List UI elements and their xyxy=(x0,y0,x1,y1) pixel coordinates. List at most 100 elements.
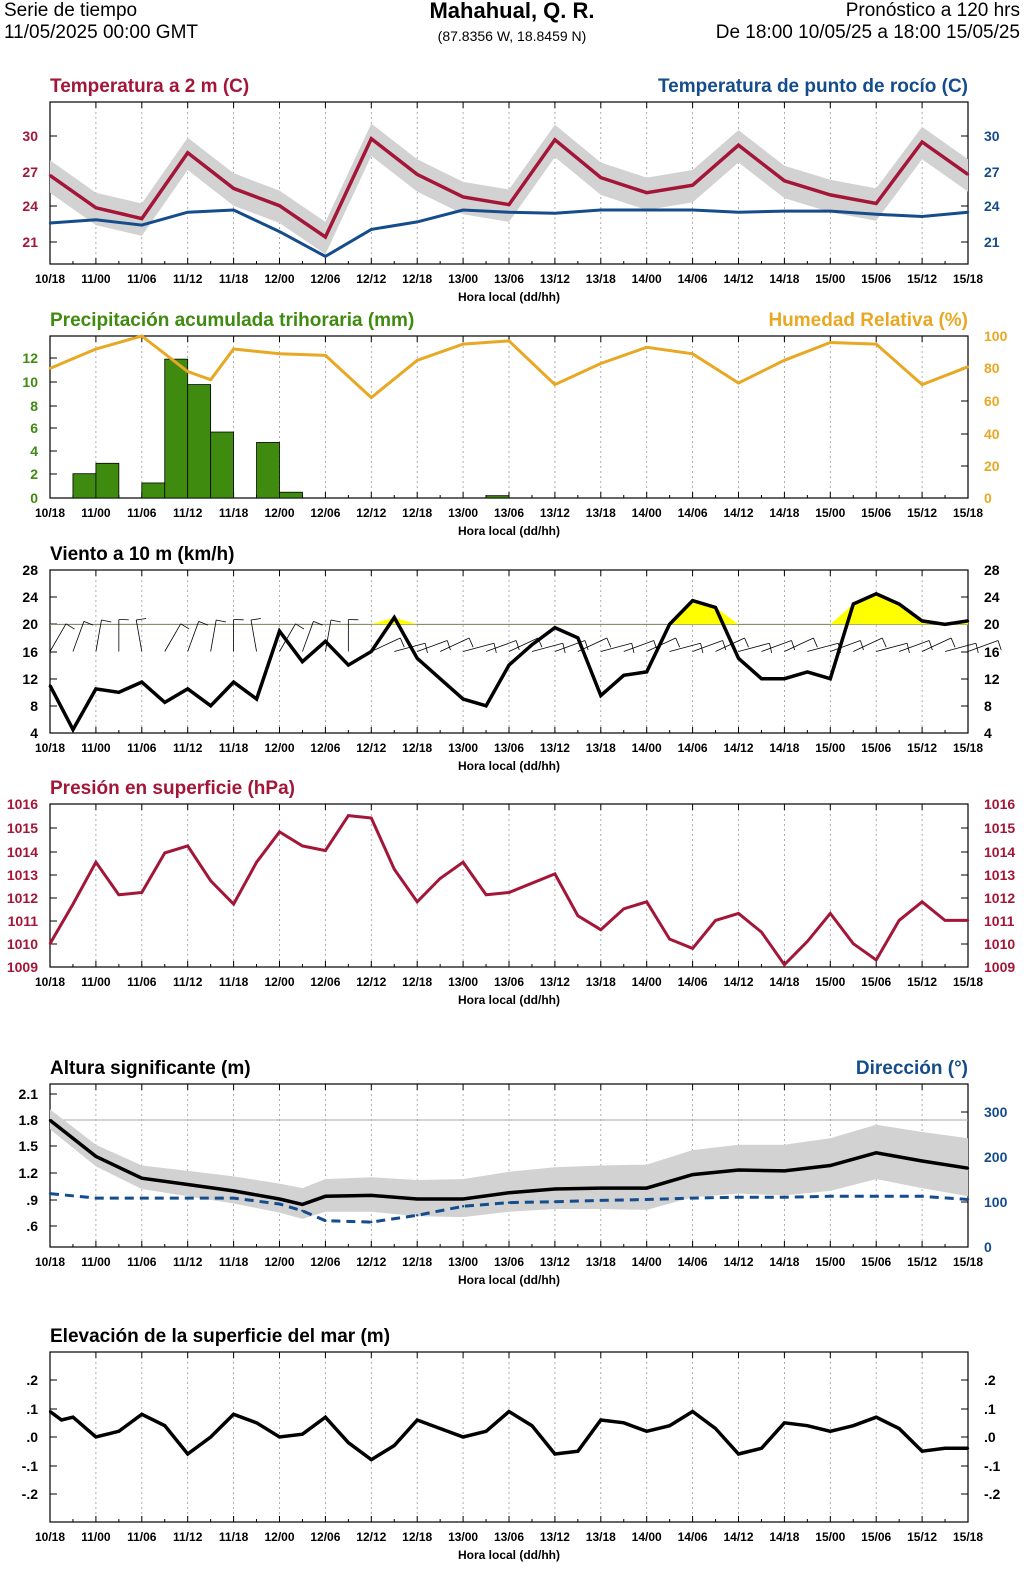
x-tick-label: 15/06 xyxy=(861,272,891,286)
wind-barb xyxy=(49,623,67,652)
x-tick-label: 11/12 xyxy=(173,1530,203,1544)
sea-elevation-point xyxy=(576,1449,580,1453)
x-tick-label: 13/00 xyxy=(448,975,478,989)
dewpoint-point xyxy=(553,212,557,215)
wind-barb-feather xyxy=(216,619,227,623)
x-tick-label: 14/00 xyxy=(632,272,662,286)
wind-speed-point xyxy=(507,663,511,667)
wind-speed-point xyxy=(530,643,534,646)
wind-speed-point xyxy=(668,623,671,626)
pressure-point xyxy=(186,844,189,848)
x-tick-label: 12/18 xyxy=(402,975,432,989)
panel-title-right: Humedad Relativa (%) xyxy=(768,310,968,331)
x-tick-label: 12/00 xyxy=(264,506,294,520)
temperature-point xyxy=(966,173,970,176)
dewpoint-point xyxy=(232,208,235,212)
sea-elevation-point xyxy=(60,1418,63,1422)
x-tick-label: 11/06 xyxy=(127,272,157,286)
temperature-point xyxy=(691,183,694,187)
humidity-point xyxy=(48,367,52,370)
x-tick-label: 14/18 xyxy=(769,1530,799,1544)
wind-barb-feather xyxy=(198,621,209,626)
x-tick-label: 12/00 xyxy=(264,272,294,286)
wave-height-point xyxy=(48,1119,52,1122)
temperature-point xyxy=(737,144,740,147)
humidity-point xyxy=(232,347,235,351)
humidity-point xyxy=(966,365,970,368)
temperature-point xyxy=(599,176,602,179)
wave-direction-point xyxy=(920,1195,924,1198)
temperature-point xyxy=(370,137,373,140)
wind-barb xyxy=(944,642,977,652)
x-tick-label: 15/00 xyxy=(815,1255,845,1269)
x-tick-label: 12/18 xyxy=(402,1530,432,1544)
wind-barb-feather xyxy=(584,640,589,651)
pressure-point xyxy=(553,872,557,876)
wave-direction-point xyxy=(691,1196,694,1200)
dewpoint-point xyxy=(691,208,694,212)
x-tick-label: 11/06 xyxy=(127,741,157,755)
sea-elevation-point xyxy=(507,1410,511,1413)
sea-elevation-point xyxy=(393,1444,396,1447)
y-tick-label-left: 1.2 xyxy=(19,1165,39,1181)
header-right: Pronóstico a 120 hrs De 18:00 10/05/25 a… xyxy=(716,0,1020,44)
wind-barb xyxy=(921,637,952,652)
y-tick-label-right: 12 xyxy=(984,671,1000,687)
wind-barb-feather xyxy=(997,640,1002,651)
y-tick-label-left: 0 xyxy=(30,490,38,506)
temperature-point xyxy=(829,193,832,197)
wave-direction-point xyxy=(416,1214,419,1217)
sea-elevation-point xyxy=(416,1418,419,1422)
x-tick-label: 13/00 xyxy=(448,506,478,520)
x-tick-label: 15/12 xyxy=(907,272,937,286)
wave-spread-band xyxy=(50,1109,968,1219)
x-tick-label: 13/06 xyxy=(494,975,524,989)
y-tick-label-right: 24 xyxy=(984,198,1000,214)
x-tick-label: 11/18 xyxy=(219,506,249,520)
wind-barb-feather xyxy=(813,637,818,648)
x-tick-label: 12/00 xyxy=(264,975,294,989)
pressure-point xyxy=(920,900,924,903)
x-tick-label: 12/00 xyxy=(264,741,294,755)
x-tick-label: 13/12 xyxy=(540,975,570,989)
x-tick-label: 15/12 xyxy=(907,1530,937,1544)
x-tick-label: 14/06 xyxy=(678,741,708,755)
wind-barb xyxy=(738,642,770,652)
y-tick-label-right: 100 xyxy=(984,328,1008,344)
pressure-point xyxy=(278,830,281,834)
forecast-range: De 18:00 10/05/25 a 18:00 15/05/25 xyxy=(715,22,1020,43)
y-tick-label-left: 2 xyxy=(30,466,38,482)
x-tick-label: 15/12 xyxy=(907,506,937,520)
header-left: Serie de tiempo 11/05/2025 00:00 GMT xyxy=(4,0,198,44)
humidity-point xyxy=(691,352,694,356)
sea-elevation-point xyxy=(668,1424,671,1427)
wave-height-point xyxy=(324,1195,327,1198)
humidity-point xyxy=(783,359,786,362)
wind-barb xyxy=(302,621,314,652)
x-tick-label: 15/00 xyxy=(815,272,845,286)
y-tick-label-right: .2 xyxy=(984,1372,996,1388)
humidity-point xyxy=(370,396,373,399)
wind-barb-feather xyxy=(83,621,94,626)
y-tick-label-right: .0 xyxy=(984,1429,996,1445)
wind-speed-point xyxy=(163,701,166,704)
wind-barb xyxy=(807,642,839,652)
pressure-point xyxy=(461,861,465,864)
series-label: Serie de tiempo xyxy=(4,0,138,21)
x-tick-label: 15/12 xyxy=(907,741,937,755)
wave-height-point xyxy=(94,1155,98,1158)
x-tick-label: 10/18 xyxy=(35,272,65,286)
x-tick-label: 12/18 xyxy=(402,1255,432,1269)
wind-speed-point xyxy=(255,697,258,701)
y-tick-label-left: 1013 xyxy=(7,867,38,883)
y-tick-label-left: 16 xyxy=(22,644,38,660)
wind-speed-point xyxy=(943,623,947,626)
wind-speed-point xyxy=(232,680,235,684)
wind-barb-feather xyxy=(928,640,933,651)
dewpoint-point xyxy=(599,208,602,212)
wave-height-line xyxy=(48,1118,969,1207)
y-tick-label-right: 40 xyxy=(984,426,1000,442)
x-tick-label: 13/18 xyxy=(586,975,616,989)
humidity-point xyxy=(737,381,740,385)
pressure-point xyxy=(140,891,143,894)
